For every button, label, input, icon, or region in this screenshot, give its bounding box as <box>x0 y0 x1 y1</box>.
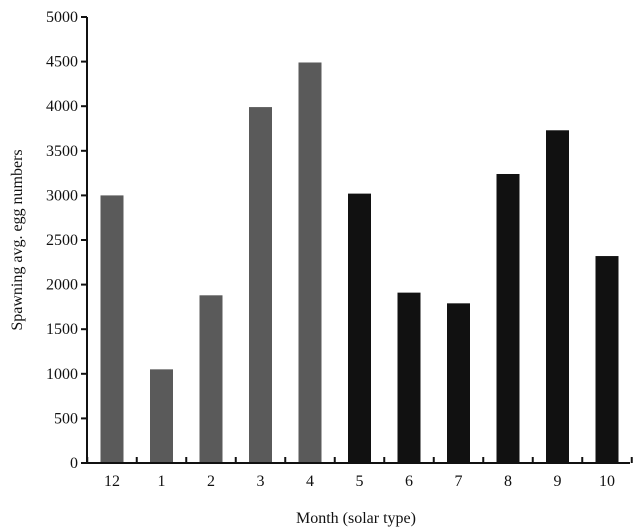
x-tick-label: 5 <box>356 473 364 490</box>
bar-3 <box>249 107 272 463</box>
x-tick-label: 9 <box>554 473 562 490</box>
y-tick-label: 3500 <box>46 143 78 160</box>
bar-1 <box>150 369 173 463</box>
x-tick-label: 3 <box>257 473 265 490</box>
bar-5 <box>348 193 371 463</box>
y-tick-label: 4500 <box>46 54 78 71</box>
y-axis-ticks: 0 500 1000 1500 2000 2500 3000 3500 4000 4500 5000 <box>46 9 87 472</box>
x-tick-label: 7 <box>455 473 463 490</box>
bar-8 <box>496 173 520 463</box>
x-tick-label: 1 <box>158 473 166 490</box>
y-tick-label: 1000 <box>46 366 78 383</box>
bar-7 <box>447 303 470 463</box>
bars-group <box>100 62 619 463</box>
x-axis-title: Month (solar type) <box>296 510 416 527</box>
x-tick-label: 12 <box>104 473 120 490</box>
y-tick-label: 4000 <box>46 98 78 115</box>
x-tick-label: 4 <box>306 473 314 490</box>
y-tick-label: 500 <box>54 410 78 427</box>
y-tick-label: 0 <box>70 455 78 472</box>
y-tick-label: 5000 <box>46 9 78 26</box>
x-tick-label: 8 <box>504 473 512 490</box>
x-tick-label: 2 <box>207 473 215 490</box>
x-tick-label: 10 <box>599 473 615 490</box>
bar-6 <box>397 292 421 463</box>
bar-12 <box>100 195 124 463</box>
bar-4 <box>298 62 322 463</box>
y-tick-label: 3000 <box>46 187 78 204</box>
y-tick-label: 2000 <box>46 277 78 294</box>
bar-9 <box>546 130 569 463</box>
bar-10 <box>595 256 619 463</box>
y-tick-label: 2500 <box>46 232 78 249</box>
y-axis-title: Spawning avg. egg numbers <box>9 149 26 330</box>
y-tick-label: 1500 <box>46 321 78 338</box>
bar-2 <box>199 295 223 463</box>
x-tick-label: 6 <box>405 473 413 490</box>
